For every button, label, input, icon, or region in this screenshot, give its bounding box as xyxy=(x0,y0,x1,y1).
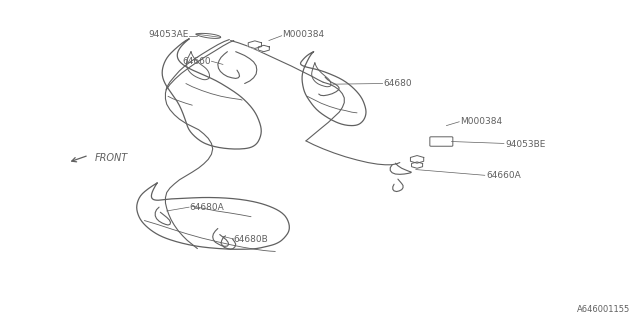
Polygon shape xyxy=(196,33,221,38)
Polygon shape xyxy=(410,156,424,163)
FancyBboxPatch shape xyxy=(430,137,453,146)
Polygon shape xyxy=(412,162,422,168)
Polygon shape xyxy=(259,45,269,52)
Text: 64680B: 64680B xyxy=(234,235,269,244)
Text: 94053AE: 94053AE xyxy=(148,30,189,39)
Text: A646001155: A646001155 xyxy=(577,305,630,314)
Text: 64660: 64660 xyxy=(183,57,211,66)
Text: 64680: 64680 xyxy=(384,79,413,88)
Text: FRONT: FRONT xyxy=(95,153,129,164)
Polygon shape xyxy=(248,41,262,49)
Text: M000384: M000384 xyxy=(282,30,324,39)
Text: 64680A: 64680A xyxy=(189,203,224,212)
Text: 94053BE: 94053BE xyxy=(505,140,545,148)
Text: M000384: M000384 xyxy=(461,117,502,126)
Text: 64660A: 64660A xyxy=(486,172,521,180)
